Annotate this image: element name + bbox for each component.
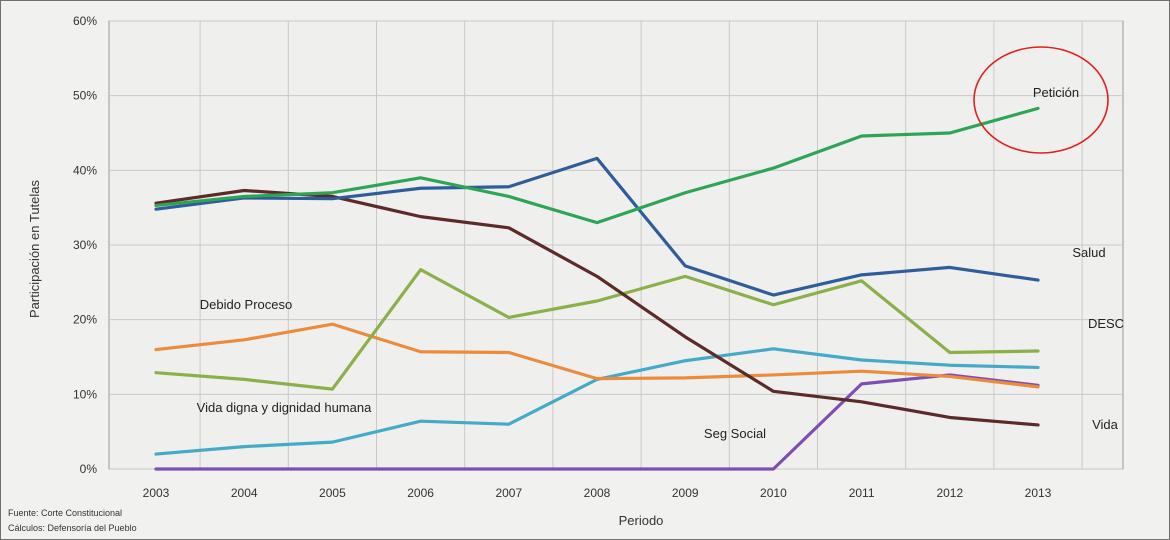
y-axis-title: Participación en Tutelas [27,179,42,318]
series-label-petici-n: Petición [1033,85,1079,100]
x-tick-label: 2010 [760,486,787,500]
x-tick-label: 2003 [143,486,170,500]
y-tick-label: 0% [80,462,98,476]
x-axis-title: Periodo [619,513,664,528]
x-tick-label: 2008 [584,486,611,500]
series-line-petici-n [154,106,1040,225]
series-line-debido-proceso [154,322,1040,389]
series-labels: Petición Salud DESC Debido Proceso Vida dign… [197,85,1124,441]
x-axis-ticks: 2003 2004 2005 2006 2007 2008 2009 2010 2011 2012… [143,486,1052,500]
x-tick-label: 2011 [849,486,875,500]
x-tick-label: 2013 [1025,486,1052,500]
highlight-circle [973,46,1109,154]
x-tick-label: 2004 [231,486,258,500]
x-tick-label: 2009 [672,486,699,500]
series-label-vida-digna-y-dignidad-humana: Vida digna y dignidad humana [197,400,372,415]
series-label-debido-proceso: Debido Proceso [200,297,293,312]
y-tick-label: 40% [73,163,97,177]
series-label-desc: DESC [1088,316,1124,331]
y-tick-label: 30% [73,238,97,252]
y-tick-label: 10% [73,387,97,401]
annotation-layer [973,46,1109,154]
y-tick-label: 50% [73,89,97,103]
series-label-vida: Vida [1092,417,1119,432]
series-line-salud [154,156,1040,297]
source-line-1: Fuente: Corte Constitucional [8,508,122,518]
grid-lines [109,20,1123,470]
y-axis-ticks: 0% 10% 20% 30% 40% 50% 60% [73,14,97,476]
series-lines [154,106,1040,471]
series-line-vida-digna-y-dignidad-humana [154,373,1040,471]
series-line-desc [154,268,1040,391]
x-tick-label: 2007 [495,486,522,500]
x-tick-label: 2012 [936,486,963,500]
source-line-2: Cálculos: Defensoría del Pueblo [8,523,137,533]
series-label-seg-social: Seg Social [704,426,766,441]
x-tick-label: 2006 [407,486,434,500]
series-label-salud: Salud [1072,245,1105,260]
x-tick-label: 2005 [319,486,346,500]
y-tick-label: 20% [73,313,97,327]
y-tick-label: 60% [73,14,97,28]
